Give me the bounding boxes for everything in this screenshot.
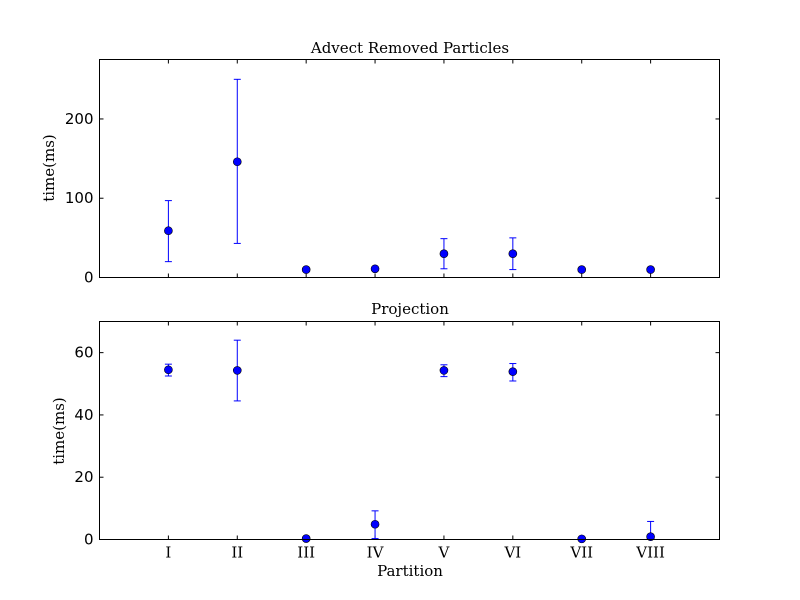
y-tick-label: 100 xyxy=(65,189,94,207)
x-tick-label: VIII xyxy=(635,544,665,562)
subplot-top: Advect Removed Particles time(ms) 0 100 20… xyxy=(40,39,720,287)
y-axis-label: time(ms) xyxy=(40,134,58,202)
data-point xyxy=(301,265,311,274)
data-point xyxy=(370,519,380,529)
data-point xyxy=(646,265,655,274)
y-tick-label: 60 xyxy=(74,344,93,362)
data-point xyxy=(577,265,587,274)
y-tick-label: 0 xyxy=(84,531,94,549)
data-point xyxy=(232,157,242,167)
x-tick-label: IV xyxy=(367,544,385,562)
chart-title: Projection xyxy=(371,300,449,318)
plot-frame xyxy=(99,59,720,278)
data-point xyxy=(577,534,587,544)
x-tick-label: V xyxy=(438,544,451,562)
data-point xyxy=(508,367,518,376)
x-tick-label: VII xyxy=(569,544,593,562)
data-point xyxy=(164,365,173,375)
data-point xyxy=(164,226,173,236)
chart-title: Advect Removed Particles xyxy=(310,39,509,57)
y-tick-label: 40 xyxy=(74,406,93,424)
data-point xyxy=(370,264,380,274)
plot-area: 0 100 200 xyxy=(65,59,720,287)
y-tick-label: 20 xyxy=(74,468,93,486)
y-axis-label: time(ms) xyxy=(50,397,68,465)
data-point xyxy=(646,532,655,541)
x-tick-label: I xyxy=(165,544,171,562)
data-point xyxy=(439,249,449,259)
data-point xyxy=(232,366,242,375)
data-point xyxy=(508,249,518,259)
data-point xyxy=(301,534,311,543)
x-axis-label: Partition xyxy=(377,562,443,580)
x-tick-label: III xyxy=(297,544,315,562)
data-point xyxy=(439,366,449,375)
y-tick-label: 200 xyxy=(65,110,94,128)
y-tick-label: 0 xyxy=(84,269,94,287)
plot-frame xyxy=(99,321,720,540)
x-tick-label: VI xyxy=(503,544,521,562)
x-tick-label: II xyxy=(231,544,243,562)
